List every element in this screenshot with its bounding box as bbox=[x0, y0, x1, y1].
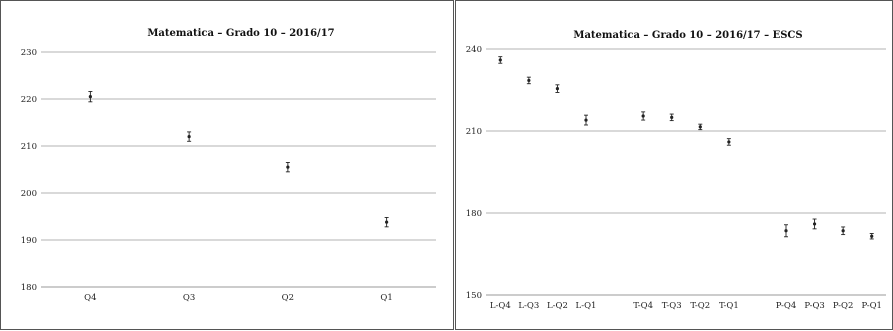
data-point bbox=[527, 78, 531, 83]
data-point bbox=[784, 229, 788, 233]
y-tick-label: 180 bbox=[21, 283, 37, 293]
x-tick-label: T-Q2 bbox=[690, 301, 710, 311]
x-tick-label: T-Q4 bbox=[633, 301, 653, 311]
chart-title: Matematica – Grado 10 – 2016/17 bbox=[147, 28, 334, 39]
x-tick-label: Q4 bbox=[84, 293, 96, 303]
y-tick-label: 200 bbox=[21, 189, 37, 199]
x-tick-label: L-Q3 bbox=[518, 301, 539, 311]
x-tick-label: T-Q3 bbox=[662, 301, 682, 311]
y-tick-label: 190 bbox=[21, 236, 37, 246]
y-tick-label: 150 bbox=[466, 291, 482, 301]
data-point bbox=[88, 95, 92, 99]
x-tick-label: L-Q4 bbox=[490, 301, 511, 311]
x-tick-label: Q1 bbox=[380, 293, 392, 303]
x-tick-label: L-Q2 bbox=[547, 301, 568, 311]
chart-left: Matematica – Grado 10 – 2016/17 180 190 200… bbox=[21, 28, 436, 303]
data-point bbox=[498, 58, 502, 62]
x-tick-label: P-Q1 bbox=[861, 301, 882, 311]
data-point bbox=[641, 114, 645, 118]
chart-title: Matematica – Grado 10 – 2016/17 – ESCS bbox=[573, 30, 802, 41]
x-tick-label: Q3 bbox=[183, 293, 195, 303]
chart-panel-right: Matematica – Grado 10 – 2016/17 – ESCS 15… bbox=[455, 0, 893, 330]
data-point bbox=[670, 115, 674, 119]
data-point bbox=[870, 234, 874, 238]
y-tick-label: 210 bbox=[466, 127, 482, 137]
chart-panel-left: Matematica – Grado 10 – 2016/17 180 190 200… bbox=[0, 0, 454, 330]
data-point bbox=[812, 222, 817, 226]
data-point bbox=[727, 140, 731, 144]
x-tick-label: Q2 bbox=[282, 293, 294, 303]
chart-right: Matematica – Grado 10 – 2016/17 – ESCS 15… bbox=[466, 30, 886, 311]
x-tick-label: L-Q1 bbox=[576, 301, 597, 311]
data-point bbox=[385, 220, 389, 224]
data-point bbox=[698, 125, 702, 129]
y-tick-label: 180 bbox=[466, 209, 482, 219]
x-tick-label: P-Q2 bbox=[833, 301, 854, 311]
data-point bbox=[286, 165, 290, 169]
x-tick-label: P-Q3 bbox=[804, 301, 825, 311]
y-tick-label: 210 bbox=[21, 142, 37, 152]
data-point bbox=[841, 229, 845, 233]
y-tick-label: 240 bbox=[466, 45, 482, 55]
data-point bbox=[187, 135, 191, 139]
data-point bbox=[555, 87, 560, 91]
data-point bbox=[584, 118, 588, 122]
y-tick-label: 230 bbox=[21, 48, 37, 58]
x-tick-label: P-Q4 bbox=[776, 301, 797, 311]
x-tick-label: T-Q1 bbox=[719, 301, 739, 311]
y-tick-label: 220 bbox=[21, 95, 37, 105]
